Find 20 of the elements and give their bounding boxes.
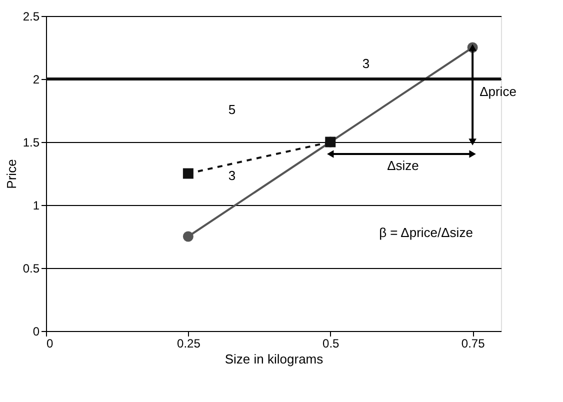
y-tick-label: 1	[32, 198, 40, 212]
x-tick-label: 0.5	[322, 336, 340, 350]
y-tick-label: 1.5	[22, 136, 40, 150]
annotation: 3	[228, 168, 236, 183]
x-tick-label: 0.25	[177, 336, 201, 350]
y-axis-title: Price	[4, 159, 19, 189]
y-tick-label: 0.5	[22, 262, 40, 276]
point	[182, 168, 194, 179]
point	[182, 231, 194, 242]
x-axis-title: Size in kilograms	[224, 352, 324, 366]
annotation: Δprice	[480, 84, 516, 99]
y-tick-label: 0	[32, 324, 40, 338]
annotation: Δsize	[387, 158, 419, 173]
annotation: 3	[362, 56, 370, 71]
y-tick-label: 2.5	[22, 10, 40, 24]
annotation: β = Δprice/Δsize	[379, 225, 473, 240]
annotation: 5	[228, 102, 236, 117]
x-tick-label: 0.75	[461, 336, 486, 350]
x-tick-label: 0	[46, 336, 54, 350]
y-tick-label: 2	[32, 72, 40, 86]
